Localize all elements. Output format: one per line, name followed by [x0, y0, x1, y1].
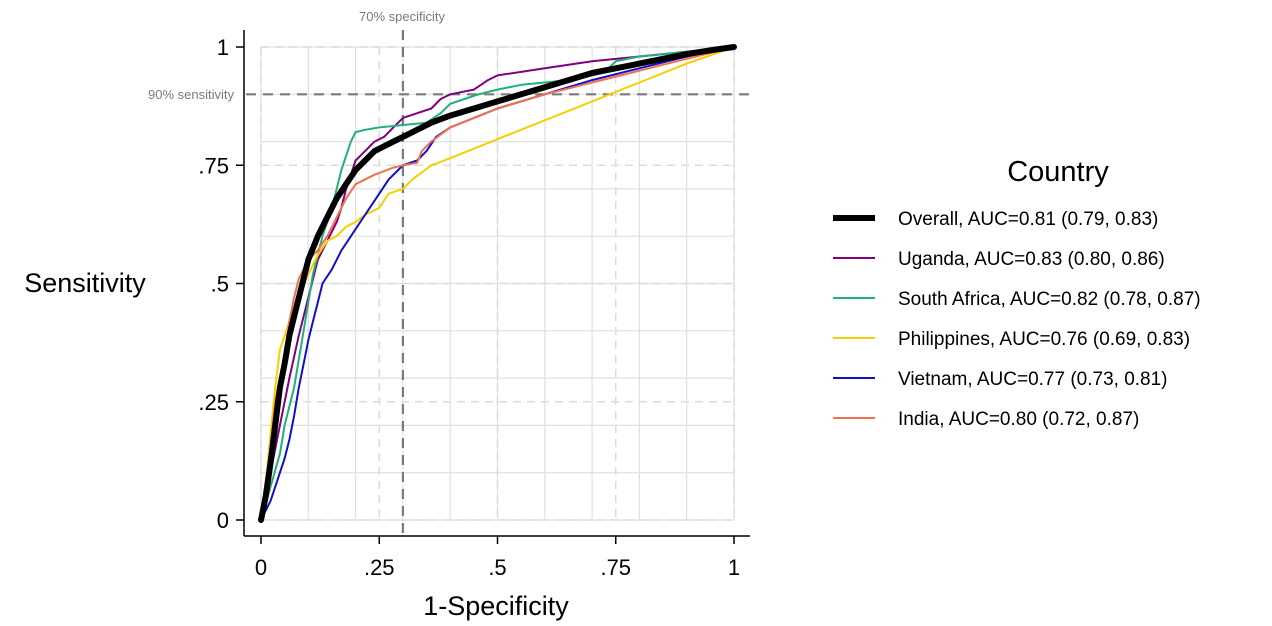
legend-title: Country — [1007, 156, 1109, 188]
y-tick-label: .5 — [211, 272, 229, 297]
legend-entry-label: Vietnam, AUC=0.77 (0.73, 0.81) — [898, 369, 1168, 390]
roc-curve-uganda — [260, 46, 735, 521]
legend-entry-label: Overall, AUC=0.81 (0.79, 0.83) — [898, 209, 1158, 230]
series-lines — [258, 44, 737, 523]
legend-entry-label: India, AUC=0.80 (0.72, 0.87) — [898, 409, 1139, 430]
x-tick-label: .5 — [488, 555, 506, 580]
x-tick-label: 0 — [255, 555, 267, 580]
legend-entry-label: Uganda, AUC=0.83 (0.80, 0.86) — [898, 249, 1165, 270]
sensitivity-reference-label: 90% sensitivity — [148, 87, 234, 102]
y-tick-label: .75 — [198, 153, 229, 178]
roc-curve-overall — [258, 44, 737, 523]
axes: 0 .25 .5 .75 1 0 .25 .5 .75 1 — [198, 30, 750, 580]
x-tick-label: .75 — [600, 555, 631, 580]
specificity-reference-label: 70% specificity — [359, 9, 445, 24]
legend-entry-label: Philippines, AUC=0.76 (0.69, 0.83) — [898, 329, 1190, 350]
x-tick-label: 1 — [728, 555, 740, 580]
legend-entry-label: South Africa, AUC=0.82 (0.78, 0.87) — [898, 289, 1201, 310]
y-tick-label: 0 — [217, 508, 229, 533]
legend: Country Overall, AUC=0.81 (0.79, 0.83) Ug… — [833, 156, 1201, 430]
x-tick-label: .25 — [364, 555, 395, 580]
y-tick-label: 1 — [217, 35, 229, 60]
y-axis-title: Sensitivity — [24, 268, 146, 298]
x-axis-title: 1-Specificity — [423, 591, 569, 621]
grid-lines — [260, 46, 735, 521]
roc-curve-philippines — [260, 46, 735, 521]
y-tick-label: .25 — [198, 390, 229, 415]
roc-curve-india — [260, 46, 735, 521]
